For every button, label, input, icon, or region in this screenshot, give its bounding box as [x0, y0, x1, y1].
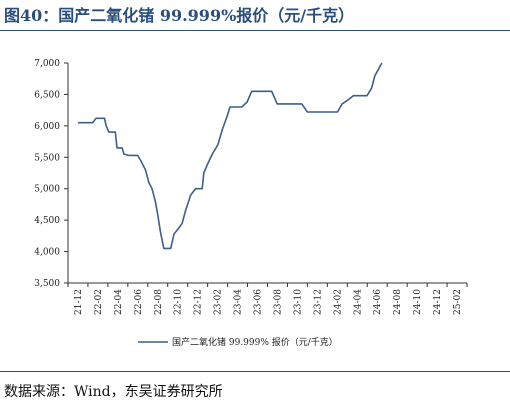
y-tick-label: 4,500: [34, 216, 60, 226]
x-tick-label: 24-06: [373, 289, 383, 315]
x-tick-label: 23-04: [234, 289, 244, 315]
x-tick-label: 23-08: [273, 289, 283, 315]
y-tick-label: 7,000: [34, 59, 60, 69]
x-tick-label: 23-02: [214, 289, 224, 315]
x-tick-label: 23-12: [313, 289, 323, 315]
x-tick-label: 24-04: [353, 289, 363, 315]
y-tick-label: 3,500: [34, 279, 60, 289]
x-tick-label: 21-12: [74, 289, 84, 315]
x-tick-label: 22-10: [174, 289, 184, 315]
y-tick-label: 6,000: [34, 122, 60, 132]
series-layer: [78, 62, 383, 250]
source-rule: [0, 371, 510, 372]
title-rule: [0, 30, 510, 31]
y-tick-label: 4,000: [34, 248, 60, 258]
y-tick-label: 5,000: [34, 185, 60, 195]
x-tick-label: 22-12: [194, 289, 204, 315]
x-tick-label: 23-10: [293, 289, 303, 315]
x-tick-label: 22-06: [134, 289, 144, 315]
y-tick-label: 5,500: [34, 153, 60, 163]
x-tick-label: 22-04: [114, 289, 124, 315]
y-axis: 3,500 4,000 4,500 5,000 5,500 6,000 6,500 7,000: [34, 59, 68, 289]
x-tick-label: 22-02: [94, 289, 104, 315]
plot-area: [67, 63, 467, 284]
legend: 国产二氧化锗 99.999% 报价（元/千克）: [138, 336, 338, 348]
x-tick-label: 25-02: [453, 289, 463, 315]
x-tick-label: 22-08: [154, 289, 164, 315]
y-tick-label: 6,500: [34, 90, 60, 100]
source-note: 数据来源：Wind，东吴证券研究所: [4, 384, 223, 400]
x-axis: 21-12 22-02 22-04 22-06 22-08 22-10 22-12 23-02…: [67, 283, 468, 315]
x-tick-label: 24-08: [393, 289, 403, 315]
legend-label: 国产二氧化锗 99.999% 报价（元/千克）: [172, 336, 338, 348]
x-tick-label: 23-06: [254, 289, 264, 315]
x-tick-label: 24-12: [433, 289, 443, 315]
x-tick-label: 24-02: [333, 289, 343, 315]
series-line: [78, 62, 383, 250]
line-chart: 3,500 4,000 4,500 5,000 5,500 6,000 6,500 7,000…: [34, 59, 468, 348]
chart-title: 图40：国产二氧化锗 99.999%报价（元/千克）: [4, 6, 355, 25]
x-tick-label: 24-10: [413, 289, 423, 315]
